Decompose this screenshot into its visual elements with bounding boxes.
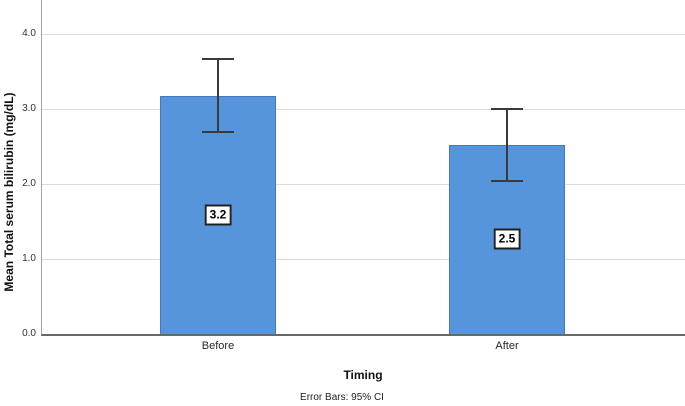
- value-label-after: 2.5: [493, 228, 521, 250]
- y-tick-label: 1.0: [22, 252, 36, 264]
- error-bars-footnote: Error Bars: 95% CI: [300, 392, 384, 403]
- x-axis-title: Timing: [343, 368, 383, 382]
- y-tick-label: 3.0: [22, 102, 36, 114]
- y-gridline: [42, 108, 685, 110]
- error-bar-cap-top: [491, 108, 523, 111]
- value-label-before: 3.2: [204, 204, 232, 226]
- y-tick-label: 4.0: [22, 27, 36, 39]
- plot-area: [41, 0, 685, 336]
- error-bar: [217, 59, 219, 132]
- error-bar-cap-bottom: [202, 130, 234, 133]
- error-bar: [506, 109, 508, 181]
- y-tick-label: 2.0: [22, 177, 36, 189]
- y-gridline: [42, 258, 685, 260]
- x-tick-label-after: After: [495, 340, 519, 352]
- y-gridline: [42, 183, 685, 185]
- y-gridline: [42, 33, 685, 35]
- x-tick-label-before: Before: [201, 340, 235, 352]
- y-tick-label: 0.0: [22, 328, 36, 339]
- error-bar-cap-top: [202, 58, 234, 61]
- error-bar-cap-bottom: [491, 179, 523, 182]
